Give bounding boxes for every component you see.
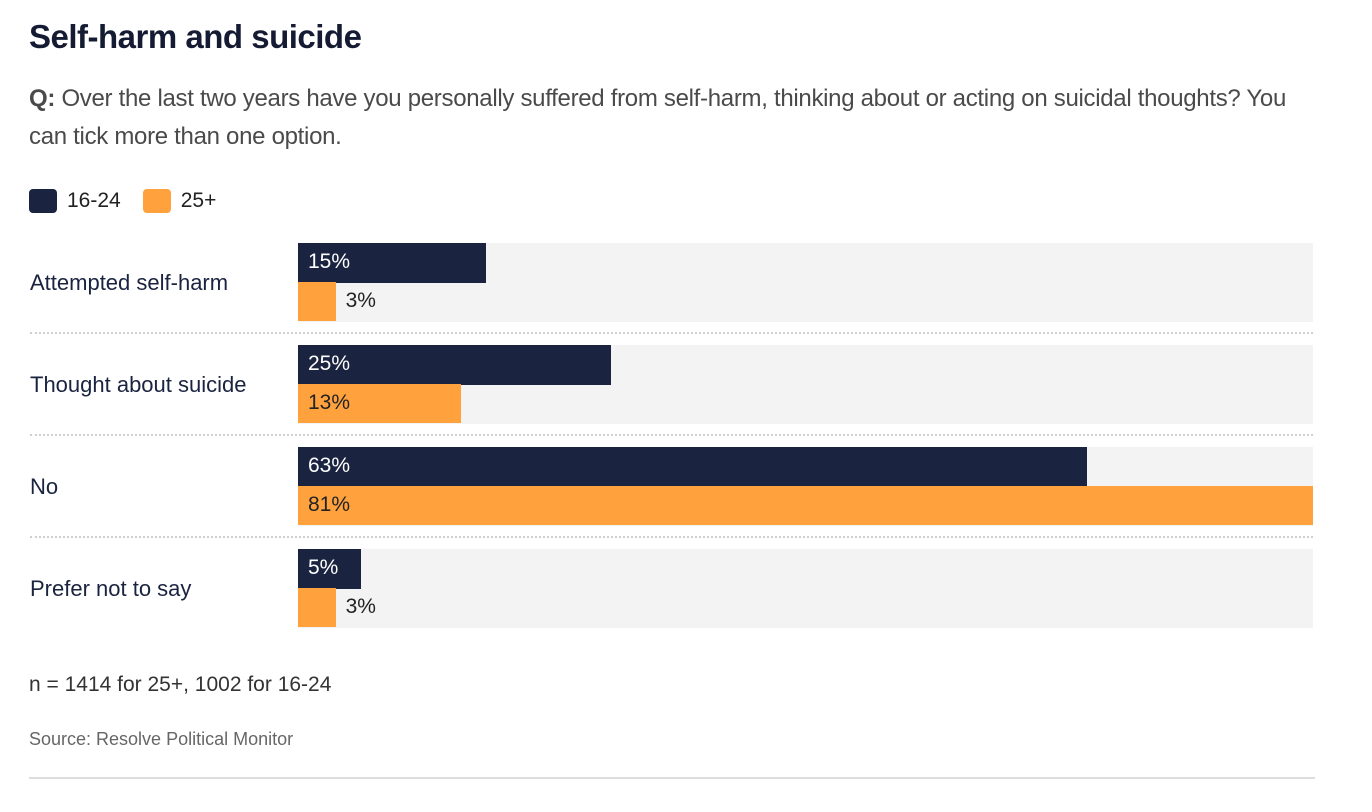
data-label: 63%: [308, 454, 351, 477]
row-separator: [30, 332, 1313, 334]
data-label: 15%: [308, 250, 351, 273]
data-label: 3%: [345, 289, 376, 312]
bar-16-24: [298, 345, 612, 385]
bar-16-24: [298, 243, 486, 283]
category-label: Thought about suicide: [30, 372, 247, 397]
bar-25+: [298, 282, 336, 321]
bar-25+: [298, 486, 1313, 525]
subtitle-prefix: Q:: [29, 85, 56, 112]
data-label: 5%: [308, 556, 339, 579]
bottom-divider: [29, 777, 1315, 779]
chart-subtitle: Q: Over the last two years have you pers…: [29, 80, 1329, 156]
category-label: No: [30, 474, 59, 499]
legend: 16-24 25+: [29, 189, 216, 213]
data-label: 25%: [308, 352, 351, 375]
legend-label: 16-24: [67, 189, 121, 212]
chart-title: Self-harm and suicide: [29, 18, 362, 55]
legend-label: 25+: [180, 189, 217, 212]
row-separator: [30, 434, 1313, 436]
legend-swatch: [29, 189, 57, 213]
bar-25+: [298, 588, 336, 627]
legend-item-16-24: 16-24: [29, 189, 121, 213]
bar-track: [298, 549, 1313, 628]
data-label: 81%: [308, 493, 351, 516]
category-label: Prefer not to say: [30, 576, 192, 601]
source-note: Source: Resolve Political Monitor: [29, 729, 294, 749]
bar-16-24: [298, 447, 1088, 487]
data-label: 13%: [308, 391, 351, 414]
bar-16-24: [298, 549, 361, 589]
legend-swatch: [142, 189, 171, 213]
data-label: 3%: [345, 595, 376, 618]
sample-size-note: n = 1414 for 25+, 1002 for 16-24: [29, 673, 332, 696]
legend-item-25-plus: 25+: [142, 189, 217, 213]
bar-25+: [298, 384, 461, 423]
subtitle-text: Over the last two years have you persona…: [29, 85, 1287, 150]
category-label: Attempted self-harm: [30, 270, 229, 295]
row-separator: [30, 536, 1313, 538]
